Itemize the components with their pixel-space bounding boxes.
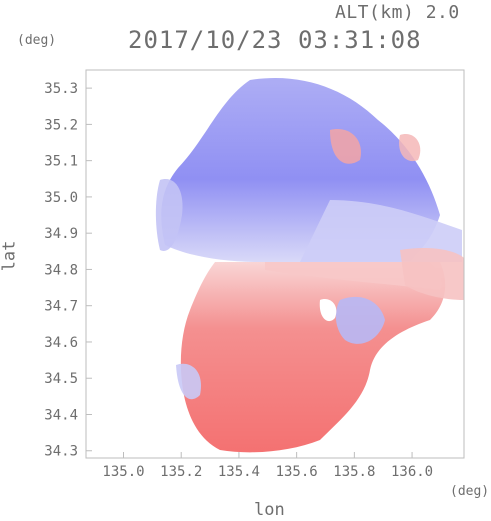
x-tick-label: 135.2 xyxy=(160,464,202,480)
receding-patch-northeast xyxy=(330,129,361,164)
x-tick-label: 135.6 xyxy=(276,464,318,480)
x-tick-label: 136.0 xyxy=(391,464,433,480)
y-tick-label: 35.2 xyxy=(44,117,78,133)
x-axis-label: lon xyxy=(254,500,285,520)
y-tick-label: 35.3 xyxy=(44,81,78,97)
receding-region xyxy=(180,262,446,453)
y-axis-unit: (deg) xyxy=(17,33,57,48)
y-tick-label: 34.8 xyxy=(44,262,78,278)
x-axis-unit: (deg) xyxy=(450,484,490,499)
echo-field xyxy=(155,77,464,453)
receding-patch-east xyxy=(399,134,421,162)
y-tick-label: 34.4 xyxy=(44,407,78,423)
x-tick-label: 135.0 xyxy=(102,464,144,480)
y-tick-label: 34.6 xyxy=(44,335,78,351)
plot-frame xyxy=(85,69,465,459)
y-tick-label: 35.0 xyxy=(44,190,78,206)
y-tick-label: 34.7 xyxy=(44,299,78,315)
no-echo-gap xyxy=(319,299,337,322)
x-tick-label: 135.4 xyxy=(218,464,260,480)
approaching-patch-southeast xyxy=(335,296,385,344)
echo-west xyxy=(155,179,183,251)
axis-ticks: 135.0 135.2 135.4 135.6 135.8 136.0 35.3 35.2 35… xyxy=(44,81,433,480)
altitude-label: ALT(km) 2.0 xyxy=(335,2,460,23)
approaching-fringe-east xyxy=(300,200,462,262)
y-tick-label: 34.3 xyxy=(44,444,78,460)
x-tick-label: 135.8 xyxy=(333,464,375,480)
y-tick-label: 34.9 xyxy=(44,226,78,242)
y-tick-label: 34.5 xyxy=(44,371,78,387)
receding-band-east xyxy=(400,247,464,300)
echo-southwest xyxy=(176,363,201,400)
receding-fringe-west xyxy=(265,262,442,290)
y-tick-label: 35.1 xyxy=(44,154,78,170)
timestamp-title: 2017/10/23 03:31:08 xyxy=(128,26,422,54)
